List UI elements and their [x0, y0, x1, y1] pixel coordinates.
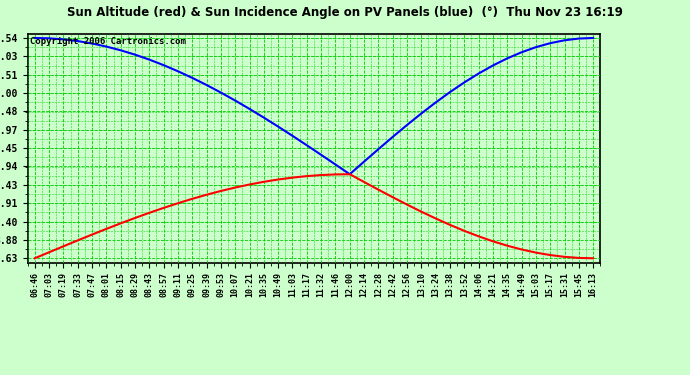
Text: Sun Altitude (red) & Sun Incidence Angle on PV Panels (blue)  (°)  Thu Nov 23 16: Sun Altitude (red) & Sun Incidence Angle… [67, 6, 623, 19]
Text: Copyright 2006 Cartronics.com: Copyright 2006 Cartronics.com [30, 37, 186, 46]
